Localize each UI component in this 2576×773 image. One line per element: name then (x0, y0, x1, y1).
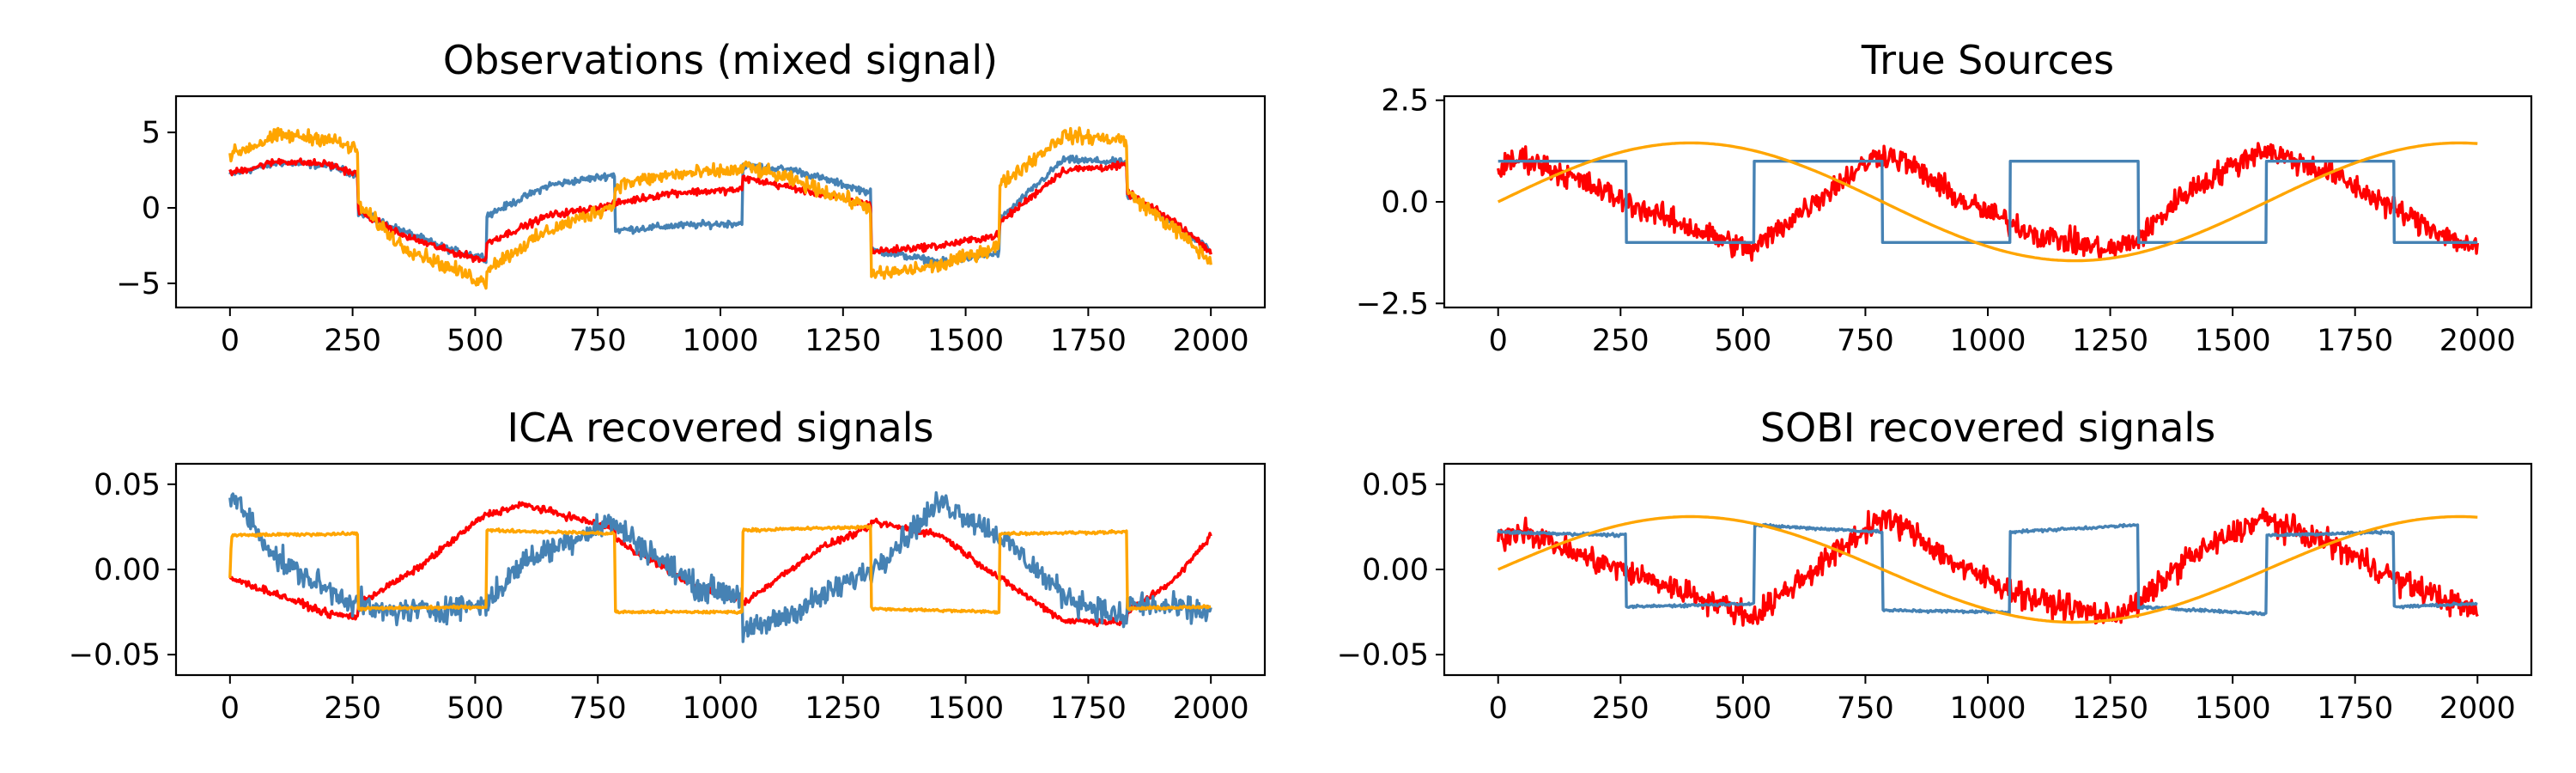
x-tick-label: 0 (1489, 691, 1508, 726)
x-tick-label: 750 (1837, 691, 1894, 726)
x-tick-label: 250 (324, 324, 381, 358)
series-line-1 (1497, 507, 2479, 627)
panel-title: Observations (mixed signal) (443, 37, 998, 83)
plot-frame (174, 462, 1267, 677)
x-tick-label: 500 (447, 324, 504, 358)
series-line-1 (228, 155, 1212, 267)
x-tick-label: 1000 (682, 324, 758, 358)
x-tick-label: 2000 (2439, 691, 2516, 726)
x-tick-label: 0 (1489, 324, 1508, 358)
x-tick-label: 500 (1714, 691, 1771, 726)
y-tick-label: 0.05 (1362, 468, 1429, 502)
x-tick-label: 1500 (2195, 691, 2271, 726)
panel-2: True Sources 0 250 500 750 1000 1250 1500 1750 20… (1356, 37, 2533, 358)
series-line-3 (228, 524, 1212, 615)
y-tick-label: 0.0 (1381, 186, 1429, 220)
series-line-1 (1497, 142, 2479, 262)
x-tick-label: 250 (324, 691, 381, 726)
panel-1: Observations (mixed signal) 0 250 500 750 100… (116, 37, 1267, 358)
x-tick-label: 1000 (1949, 691, 2026, 726)
y-tick-label: −2.5 (1356, 287, 1429, 321)
x-tick-label: 1750 (2317, 691, 2393, 726)
y-tick-label: 5 (142, 116, 161, 150)
panel-title: SOBI recovered signals (1760, 405, 2215, 451)
y-tick-label: −5 (116, 267, 161, 301)
x-tick-label: 2000 (1173, 691, 1249, 726)
x-tick-label: 750 (569, 324, 627, 358)
x-tick-label: 1500 (927, 691, 1004, 726)
y-tick-label: −0.05 (69, 638, 161, 673)
x-tick-label: 500 (1714, 324, 1771, 358)
x-tick-label: 1250 (805, 324, 881, 358)
x-tick-label: 1500 (927, 324, 1004, 358)
y-tick-label: 0.00 (94, 553, 161, 587)
panel-title: True Sources (1861, 37, 2114, 83)
x-tick-label: 1250 (2072, 324, 2148, 358)
panel-title: ICA recovered signals (507, 405, 934, 451)
x-tick-label: 1750 (2317, 324, 2393, 358)
x-tick-label: 1750 (1050, 324, 1127, 358)
x-tick-label: 250 (1592, 691, 1649, 726)
panel-4: SOBI recovered signals 0 250 500 750 1000 1250… (1337, 405, 2533, 726)
y-tick-label: 0.05 (94, 468, 161, 502)
plot-frame (174, 94, 1267, 309)
plot-frame (1443, 94, 2533, 309)
y-tick-label: 2.5 (1381, 84, 1429, 119)
series-line-3 (1497, 141, 2478, 263)
x-tick-label: 750 (569, 691, 627, 726)
x-tick-label: 0 (221, 691, 240, 726)
y-tick-label: 0 (142, 192, 161, 226)
series-line-2 (1498, 160, 2478, 244)
x-tick-label: 2000 (1173, 324, 1249, 358)
y-tick-label: −0.05 (1337, 638, 1429, 673)
series-line-2 (1497, 522, 2478, 617)
x-tick-label: 500 (447, 691, 504, 726)
x-tick-label: 1250 (2072, 691, 2148, 726)
x-tick-label: 1750 (1050, 691, 1127, 726)
x-tick-label: 750 (1837, 324, 1894, 358)
y-tick-label: 0.00 (1362, 553, 1429, 587)
x-tick-label: 1000 (1949, 324, 2026, 358)
x-tick-label: 1500 (2195, 324, 2271, 358)
panel-3: ICA recovered signals 0 250 500 750 1000 1250 1… (69, 405, 1267, 726)
series-line-3 (228, 126, 1212, 290)
x-tick-label: 250 (1592, 324, 1649, 358)
x-tick-label: 1250 (805, 691, 881, 726)
x-tick-label: 0 (221, 324, 240, 358)
x-tick-label: 2000 (2439, 324, 2516, 358)
series-line-3 (1498, 514, 2478, 624)
x-tick-label: 1000 (682, 691, 758, 726)
